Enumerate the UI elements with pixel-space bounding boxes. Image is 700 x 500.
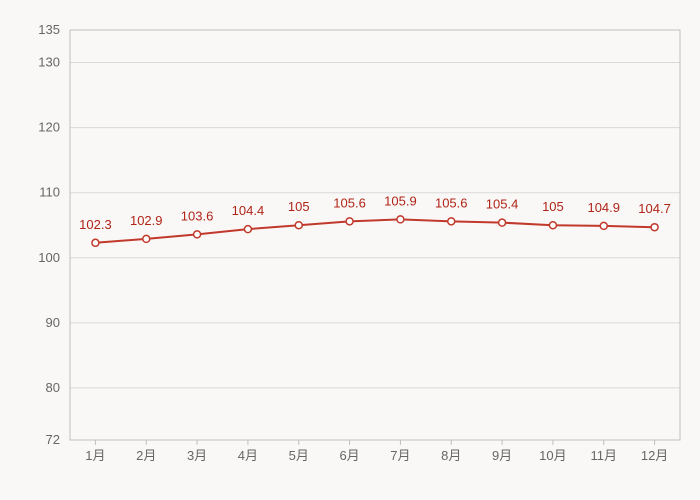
x-axis-tick-label: 9月 (492, 448, 512, 463)
data-marker (499, 219, 506, 226)
y-axis-tick-label: 120 (38, 120, 60, 135)
y-axis-tick-label: 90 (46, 315, 60, 330)
data-marker (549, 222, 556, 229)
x-axis-tick-label: 5月 (289, 448, 309, 463)
data-label: 104.4 (232, 203, 265, 218)
data-marker (397, 216, 404, 223)
data-label: 105 (542, 199, 564, 214)
y-axis-tick-label: 80 (46, 380, 60, 395)
data-label: 103.6 (181, 208, 214, 223)
data-marker (346, 218, 353, 225)
x-axis-tick-label: 4月 (238, 448, 258, 463)
data-marker (92, 239, 99, 246)
data-label: 105.9 (384, 193, 417, 208)
y-axis-tick-label: 72 (46, 432, 60, 447)
data-marker (295, 222, 302, 229)
x-axis-tick-label: 11月 (591, 448, 618, 463)
data-label: 105.4 (486, 197, 519, 212)
plot-area (70, 30, 680, 440)
data-marker (448, 218, 455, 225)
data-label: 105.6 (333, 195, 366, 210)
y-axis-tick-label: 130 (38, 55, 60, 70)
x-axis-tick-label: 12月 (641, 448, 668, 463)
x-axis-tick-label: 1月 (85, 448, 105, 463)
y-axis-tick-label: 135 (38, 22, 60, 37)
data-label: 105.6 (435, 195, 468, 210)
data-marker (143, 235, 150, 242)
data-label: 104.7 (638, 201, 671, 216)
data-marker (244, 226, 251, 233)
data-label: 105 (288, 199, 310, 214)
y-axis-tick-label: 110 (39, 185, 60, 200)
x-axis-tick-label: 7月 (390, 448, 410, 463)
data-label: 104.9 (587, 200, 620, 215)
y-axis-tick-label: 100 (38, 250, 60, 265)
data-marker (600, 222, 607, 229)
data-label: 102.9 (130, 213, 163, 228)
x-axis-tick-label: 10月 (539, 448, 566, 463)
x-axis-tick-label: 2月 (136, 448, 156, 463)
x-axis-tick-label: 6月 (339, 448, 359, 463)
data-marker (194, 231, 201, 238)
x-axis-tick-label: 8月 (441, 448, 461, 463)
x-axis-tick-label: 3月 (187, 448, 207, 463)
data-marker (651, 224, 658, 231)
data-label: 102.3 (79, 217, 112, 232)
line-chart: 72 80 90 100 110 120 130 135 1月 2月 3月 4月 5月 6月 7月 8月 9月 1… (0, 0, 700, 500)
series-line (95, 219, 654, 242)
